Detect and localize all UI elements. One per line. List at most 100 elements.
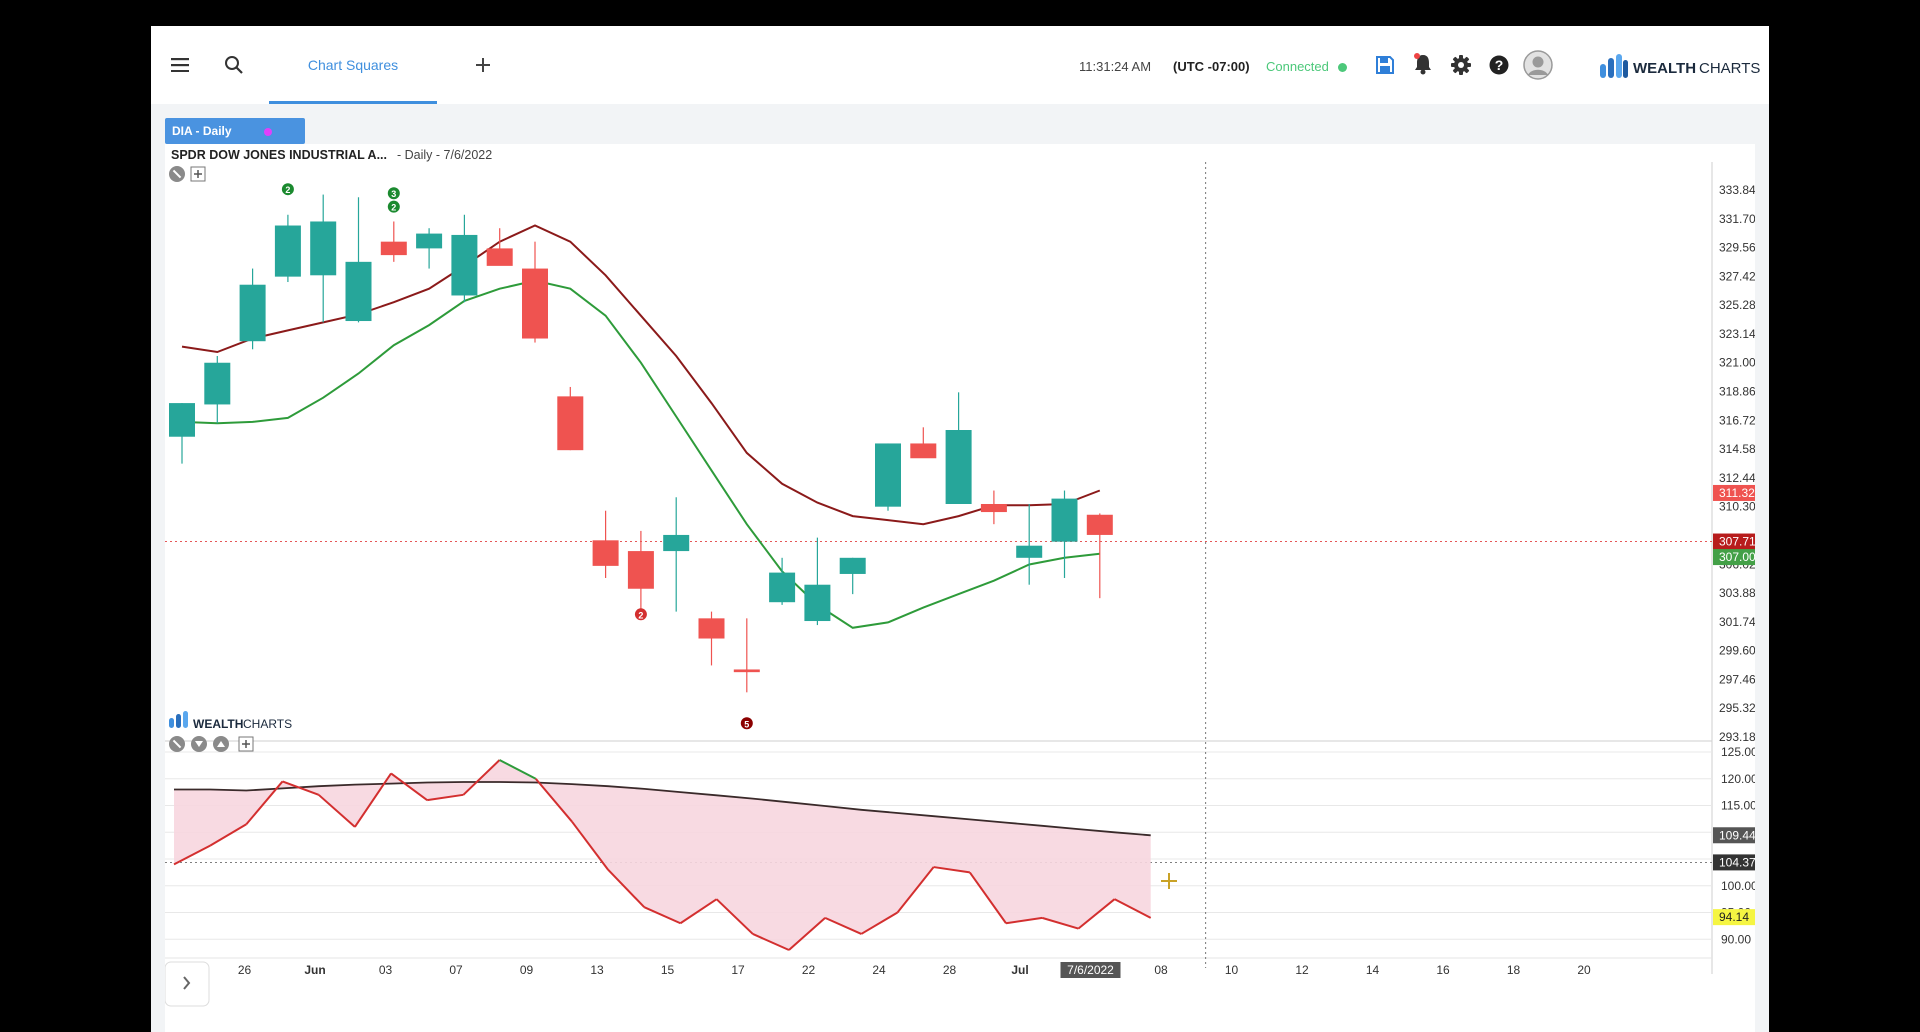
indicator-line-segment	[643, 906, 681, 925]
candle-body	[557, 396, 584, 451]
candle-body	[910, 443, 937, 459]
price-tick-label: 329.56	[1719, 241, 1755, 255]
save-icon[interactable]	[1372, 52, 1398, 78]
x-date-tag-bg	[1060, 962, 1121, 978]
signal-marker-label: 2	[638, 610, 643, 620]
search-icon[interactable]	[219, 50, 249, 80]
price-tick-label: 327.42	[1719, 269, 1755, 283]
indicator-label-lower: 94.14	[1719, 910, 1749, 924]
candle-body	[804, 584, 831, 622]
x-date-tag: 7/6/2022	[1067, 963, 1114, 977]
tab-chart-squares[interactable]: Chart Squares	[269, 26, 437, 104]
price-tick-label: 331.70	[1719, 212, 1755, 226]
x-tick-label: 24	[872, 963, 886, 977]
candle-body	[945, 430, 972, 504]
signal-marker-label: 2	[285, 185, 290, 195]
indicator-line-segment	[173, 844, 211, 866]
candle-body	[1016, 545, 1043, 558]
indicator-line-segment	[534, 778, 573, 823]
svg-text:?: ?	[1495, 57, 1504, 73]
chart-title: SPDR DOW JONES INDUSTRIAL A...	[171, 148, 387, 162]
indicator-tick-label: 115.00	[1721, 799, 1755, 813]
symbol-color-dot	[264, 128, 272, 136]
indicator-tick-label: 120.00	[1721, 772, 1755, 786]
price-tick-label: 318.86	[1719, 385, 1755, 399]
axis-labels: 333.84 331.70 329.56 327.42 325.28 323.14 321.…	[167, 183, 1755, 978]
price-tick-label: 297.46	[1719, 672, 1755, 686]
indicator-tick-label: 125.00	[1721, 745, 1755, 759]
indicator-line-segment	[896, 866, 935, 914]
indicator-line-segment	[245, 780, 284, 825]
expand-pane-icon[interactable]	[190, 166, 206, 182]
move-down-icon[interactable]	[191, 736, 207, 752]
signal-marker	[387, 187, 400, 200]
bell-icon[interactable]	[1409, 50, 1437, 78]
x-tick-label: 14	[1366, 963, 1380, 977]
help-icon[interactable]: ?	[1485, 51, 1513, 79]
pane-controls-bottom	[169, 736, 254, 752]
indicator-line-segment	[679, 898, 718, 925]
price-label-ma-bg	[1713, 549, 1755, 566]
indicator-line-segment	[1077, 898, 1116, 930]
x-tick-label: 22	[802, 963, 816, 977]
indicator-line-segment	[318, 794, 356, 828]
top-toolbar: Chart Squares 11:31:24 AM (UTC -07:00) C…	[151, 26, 1769, 104]
x-tick-label: 20	[1577, 963, 1591, 977]
tab-label: Chart Squares	[307, 57, 399, 73]
watermark-bold: WEALTH	[193, 717, 243, 731]
candle-body	[627, 551, 654, 589]
price-label-upper: 311.32	[1719, 486, 1755, 500]
indicator-line-segment	[1114, 898, 1152, 919]
indicator-line-segment	[462, 759, 501, 796]
indicator-label-upper-bg	[1713, 827, 1755, 844]
add-tab-button[interactable]	[468, 50, 498, 80]
chart-panel[interactable]: SPDR DOW JONES INDUSTRIAL A... - Daily -…	[165, 144, 1755, 1032]
candle-body	[169, 403, 195, 437]
symbol-tag[interactable]: DIA - Daily	[165, 118, 305, 144]
menu-icon[interactable]	[165, 50, 195, 80]
move-up-icon[interactable]	[213, 736, 229, 752]
x-tick-label: 17	[731, 963, 745, 977]
indicator-pane	[173, 759, 1152, 951]
expand-indicator-icon[interactable]	[238, 736, 254, 752]
candle-body	[274, 225, 301, 277]
candle-body	[310, 221, 337, 276]
indicator-label-cursor: 104.37	[1719, 855, 1755, 869]
connection-dot	[1338, 63, 1347, 72]
x-tick-label: 13	[590, 963, 604, 977]
x-tick-label: 10	[1225, 963, 1239, 977]
x-tick-label: Jun	[304, 963, 325, 977]
indicator-line-segment	[1005, 916, 1043, 925]
price-label-last: 307.71	[1719, 535, 1755, 549]
price-tick-label: 321.00	[1719, 356, 1755, 370]
price-tick-label: 314.58	[1719, 442, 1755, 456]
indicator-line-segment	[788, 917, 826, 951]
candle-body	[239, 284, 266, 342]
candle-body	[451, 234, 478, 296]
price-tick-label: 303.88	[1719, 586, 1755, 600]
tab-active-indicator	[269, 101, 437, 104]
candle-body	[522, 268, 548, 339]
gear-icon[interactable]	[1447, 51, 1475, 79]
avatar-icon[interactable]	[1521, 48, 1555, 82]
hide-pane-icon[interactable]	[169, 166, 185, 182]
signal-marker	[281, 183, 294, 196]
price-tick-label: 333.84	[1719, 183, 1755, 197]
crosshair-cursor	[1161, 873, 1177, 889]
candle-body	[380, 241, 407, 256]
x-tick-label: 08	[1154, 963, 1168, 977]
price-pane: 2 3 2 2 5	[169, 183, 1113, 730]
indicator-line-segment	[1041, 916, 1079, 930]
candle-body	[1086, 514, 1113, 535]
candle-body	[769, 572, 796, 603]
candle-body	[839, 557, 866, 574]
candle-body	[980, 503, 1007, 513]
x-tick-label: 16	[1436, 963, 1450, 977]
scroll-left-button[interactable]	[165, 961, 210, 1007]
hide-indicator-icon[interactable]	[169, 736, 185, 752]
signal-marker	[387, 200, 400, 213]
candle-body	[733, 669, 760, 673]
signal-marker-label: 2	[391, 203, 396, 213]
x-tick-label: 26	[238, 963, 252, 977]
